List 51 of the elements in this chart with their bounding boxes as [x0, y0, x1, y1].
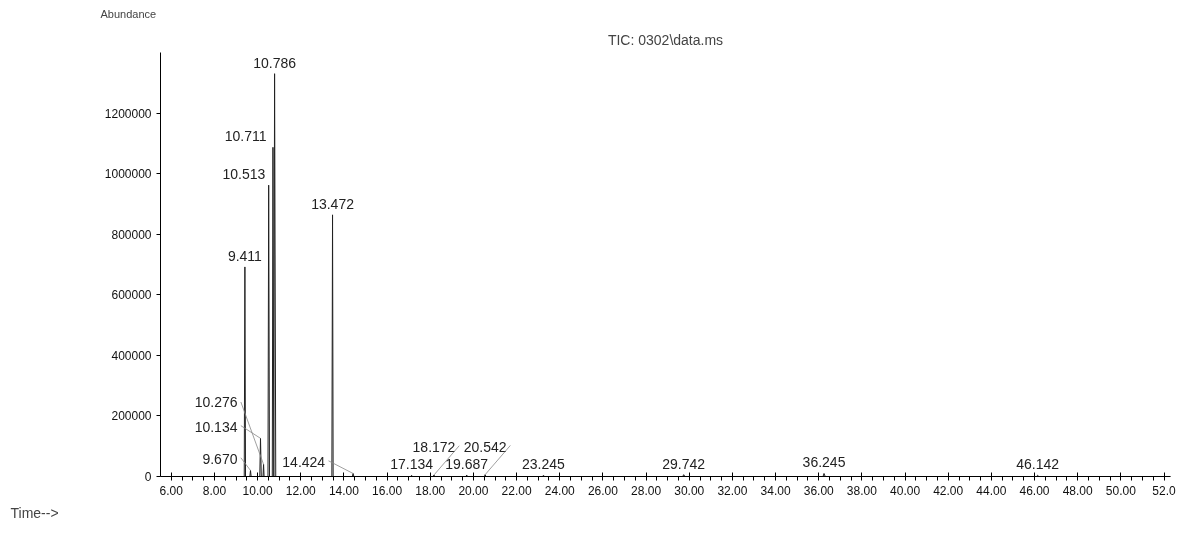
annotation: 10.513 [222, 166, 266, 183]
x-tick-label: 30.00 [674, 483, 705, 498]
annotation: 18.172 [412, 438, 456, 455]
x-tick-label: 16.00 [372, 483, 403, 498]
y-tick-label: 1200000 [104, 106, 152, 121]
x-tick-label: 50.00 [1105, 483, 1137, 498]
x-tick-label: 20.00 [458, 483, 489, 498]
x-tick-label: 24.00 [544, 483, 576, 498]
annotation: 13.472 [311, 195, 355, 212]
y-tick-label: 200000 [111, 409, 152, 424]
y-tick-label: 1000000 [104, 167, 152, 182]
chart-title: TIC: 0302\data.ms [607, 31, 724, 48]
y-tick-label: 800000 [111, 227, 152, 242]
x-tick-label: 18.00 [415, 483, 446, 498]
x-tick-label: 26.00 [587, 483, 619, 498]
x-tick-label: 6.00 [159, 483, 184, 498]
x-tick-label: 40.00 [890, 483, 921, 498]
x-tick-label: 32.00 [717, 483, 748, 498]
annotation: 9.670 [202, 451, 238, 468]
annotation: 29.742 [662, 455, 706, 472]
annotation: 36.245 [802, 454, 846, 471]
annotation: 23.245 [522, 456, 566, 473]
annotation: 17.134 [390, 456, 434, 473]
x-tick-label: 28.00 [631, 483, 662, 498]
x-tick-label: 42.00 [933, 483, 964, 498]
annotation: 19.687 [445, 455, 489, 472]
x-axis-title: Time--> [10, 504, 59, 521]
x-tick-label: 44.00 [976, 483, 1007, 498]
x-tick-label: 14.00 [328, 483, 360, 498]
annotation: 10.711 [224, 128, 267, 145]
annotation: 46.142 [1016, 456, 1060, 473]
x-tick-label: 36.00 [803, 483, 835, 498]
x-tick-label: 38.00 [846, 483, 878, 498]
y-tick-label: 400000 [111, 348, 152, 363]
annotation: 10.786 [253, 54, 297, 71]
x-tick-label: 34.00 [760, 483, 791, 498]
x-tick-label: 48.00 [1062, 483, 1094, 498]
x-tick-label: 12.00 [285, 483, 317, 498]
x-tick-label: 46.00 [1019, 483, 1050, 498]
y-axis-title: Abundance [100, 7, 157, 20]
y-tick-label: 0 [144, 470, 152, 484]
annotation: 10.134 [194, 419, 238, 436]
annotation: 20.542 [463, 438, 507, 455]
x-tick-label: 22.00 [501, 483, 532, 498]
annotation: 10.276 [194, 394, 238, 411]
annotation: 9.411 [227, 247, 263, 264]
y-tick-label: 600000 [111, 288, 152, 303]
annotation: 14.424 [282, 454, 326, 471]
x-tick-label: 8.00 [202, 483, 227, 498]
x-tick-label: 52.0 [1152, 483, 1177, 498]
x-tick-label: 10.00 [242, 483, 273, 498]
